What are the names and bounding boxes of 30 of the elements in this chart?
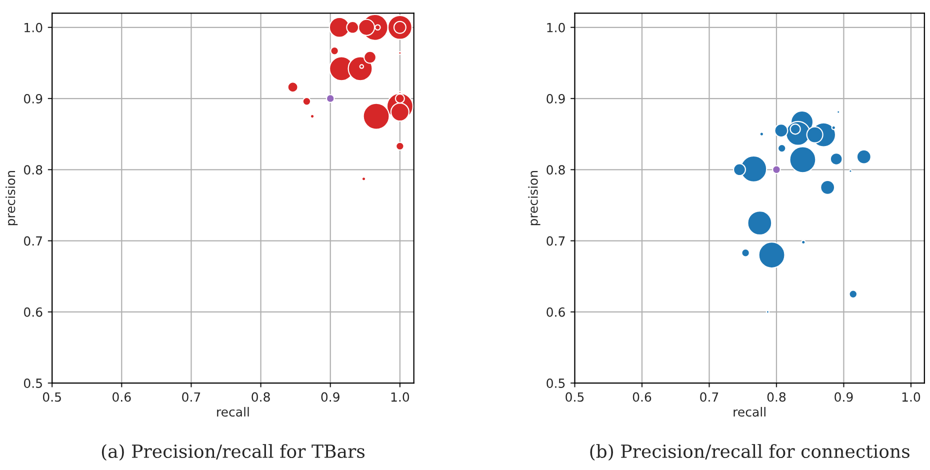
y-axis-title: precision: [6, 170, 18, 226]
x-tick-label: 0.6: [632, 392, 652, 402]
y-tick-label: 0.9: [546, 94, 565, 104]
text: (b) Precision/recall for connections: [590, 444, 910, 461]
x-tick-label: 0.7: [182, 392, 200, 402]
y-tick-label: 0.6: [24, 307, 42, 317]
x-tick-label: 0.8: [767, 392, 786, 402]
x-tick-label: 0.9: [834, 392, 853, 402]
y-tick-label: 0.6: [546, 307, 565, 317]
x-tick-label: 0.6: [112, 392, 131, 402]
y-tick-label: 1.0: [547, 22, 565, 32]
x-axis-title: recall: [217, 406, 249, 417]
y-tick-label: 0.7: [24, 236, 42, 246]
y-tick-label: 0.5: [24, 378, 42, 388]
y-tick-label: 0.7: [546, 236, 565, 246]
y-tick-label: 1.0: [24, 22, 42, 32]
x-tick-label: 0.7: [700, 392, 718, 402]
x-tick-label: 0.5: [566, 392, 584, 402]
x-tick-label: 1.0: [902, 392, 920, 402]
y-axis-title: precision: [528, 170, 540, 226]
y-tick-label: 0.8: [546, 165, 565, 175]
x-tick-label: 0.9: [321, 392, 340, 402]
x-tick-label: 0.8: [252, 392, 270, 402]
x-axis-title: recall: [734, 406, 766, 417]
x-tick-label: 0.5: [42, 392, 61, 402]
text: (a) Precision/recall for TBars: [102, 444, 365, 461]
y-tick-label: 0.8: [24, 165, 42, 175]
y-tick-label: 0.5: [546, 378, 565, 388]
x-tick-label: 1.0: [391, 392, 410, 402]
y-tick-label: 0.9: [24, 94, 42, 104]
